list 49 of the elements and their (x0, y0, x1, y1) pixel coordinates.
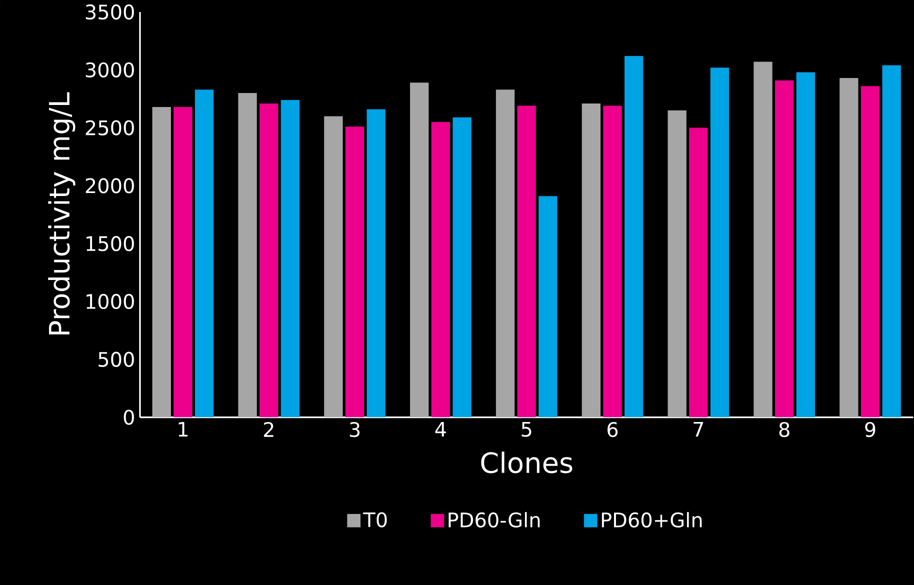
bar (860, 86, 880, 418)
y-tick-label: 1500 (86, 236, 134, 252)
bar (710, 67, 730, 418)
bar (324, 116, 343, 418)
x-tick-label: 1 (178, 422, 188, 436)
x-tick-label: 3 (350, 422, 360, 437)
bar (840, 78, 858, 418)
y-axis-title: Productivity mg/L (48, 92, 76, 334)
bar (517, 106, 536, 418)
bar (882, 65, 901, 418)
bar (260, 103, 278, 418)
bar (796, 72, 815, 418)
bar (194, 89, 214, 418)
y-tick-label: 500 (98, 352, 134, 367)
bar (603, 106, 622, 418)
bar (152, 106, 171, 418)
x-tick-label: 2 (264, 422, 274, 437)
bar (174, 106, 192, 418)
y-tick-label: 2000 (86, 178, 134, 194)
bar (754, 62, 772, 418)
bar (624, 56, 644, 418)
bar (689, 128, 708, 418)
bar (582, 103, 601, 418)
bar (538, 196, 558, 418)
x-axis-title: Clones (481, 451, 572, 474)
legend-label: T0 (363, 512, 387, 528)
x-tick-label: 9 (865, 422, 876, 437)
y-tick-label: 2500 (86, 120, 134, 136)
bar (431, 122, 450, 418)
bar (366, 109, 386, 418)
bar (345, 126, 364, 418)
x-tick-label: 4 (435, 422, 446, 436)
x-tick-label: 8 (779, 422, 790, 437)
y-tick-label: 0 (124, 410, 134, 425)
legend-label: PD60-Gln (448, 512, 540, 528)
y-tick-label: 3500 (86, 4, 134, 20)
bar (238, 92, 257, 418)
bar (452, 117, 472, 418)
y-tick-label: 1000 (86, 294, 134, 309)
bar (668, 110, 686, 418)
y-tick-label: 3000 (86, 62, 134, 78)
bar (410, 82, 429, 418)
x-tick-label: 5 (522, 422, 532, 437)
x-tick-label: 6 (608, 422, 618, 437)
bar (280, 100, 300, 418)
x-tick-label: 7 (694, 422, 704, 436)
bar (775, 80, 794, 418)
legend-label: PD60+Gln (602, 512, 702, 528)
bar (496, 89, 515, 418)
